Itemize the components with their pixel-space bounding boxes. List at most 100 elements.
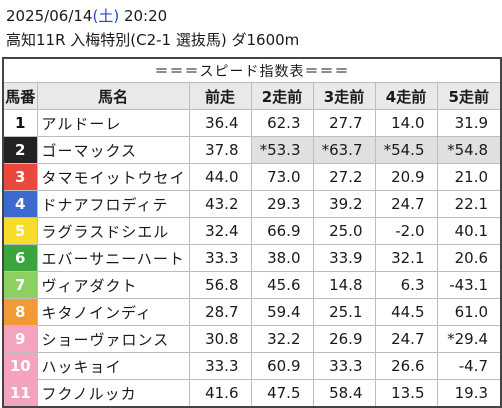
column-header-2ago: 2走前 [250,82,314,110]
speed-index-value: -43.1 [436,271,502,299]
table-body: 1 アルドーレ 36.4 62.3 27.7 14.0 31.9 2 ゴーマックス 37.8 *53… [2,109,502,408]
speed-index-value: 45.6 [250,271,314,299]
speed-index-value: 29.3 [250,190,314,218]
speed-index-value: 58.4 [312,379,376,408]
horse-name: フクノルッカ [36,379,190,408]
speed-index-value: -2.0 [374,217,438,245]
speed-index-value: 24.7 [374,190,438,218]
horse-number: 9 [2,325,38,353]
speed-index-value: 40.1 [436,217,502,245]
table-row: 3 タマモイットウセイ 44.0 73.0 27.2 20.9 21.0 [2,163,502,191]
speed-index-value: 25.1 [312,298,376,326]
horse-number: 2 [2,136,38,164]
speed-index-value: 33.3 [312,352,376,380]
horse-number: 6 [2,244,38,272]
speed-index-value: 38.0 [250,244,314,272]
speed-index-value: 25.0 [312,217,376,245]
speed-index-value: 32.1 [374,244,438,272]
table-row: 10 ハッキョイ 33.3 60.9 33.3 26.6 -4.7 [2,352,502,380]
table-row: 7 ヴィアダクト 56.8 45.6 14.8 6.3 -43.1 [2,271,502,299]
table-row: 1 アルドーレ 36.4 62.3 27.7 14.0 31.9 [2,109,502,137]
speed-index-value: 27.7 [312,109,376,137]
speed-index-value: 19.3 [436,379,502,408]
speed-index-value: 28.7 [188,298,252,326]
speed-index-value: *29.4 [436,325,502,353]
speed-index-value: 32.4 [188,217,252,245]
speed-index-value: 26.9 [312,325,376,353]
speed-index-value: 59.4 [250,298,314,326]
horse-number: 7 [2,271,38,299]
speed-index-value: 33.3 [188,352,252,380]
horse-number: 11 [2,379,38,408]
column-header-number: 馬番 [2,82,38,110]
horse-number: 4 [2,190,38,218]
speed-index-value: 22.1 [436,190,502,218]
table-row: 6 エバーサニーハート 33.3 38.0 33.9 32.1 20.6 [2,244,502,272]
speed-index-value: 37.8 [188,136,252,164]
horse-number: 3 [2,163,38,191]
race-day-of-week: (土) [92,7,120,25]
race-date: 2025/06/14 [6,7,93,25]
horse-name: キタノインディ [36,298,190,326]
speed-index-value: 14.0 [374,109,438,137]
table-row: 2 ゴーマックス 37.8 *53.3 *63.7 *54.5 *54.8 [2,136,502,164]
race-datetime: 2025/06/14(土) 20:20 [6,5,167,26]
speed-index-value: 21.0 [436,163,502,191]
column-header-3ago: 3走前 [312,82,376,110]
table-title: ＝＝＝スピード指数表＝＝＝ [2,57,502,83]
horse-name: ドナアフロディテ [36,190,190,218]
speed-index-value: 47.5 [250,379,314,408]
speed-index-value: 62.3 [250,109,314,137]
speed-index-value: 36.4 [188,109,252,137]
table-row: 9 ショーヴァロンス 30.8 32.2 26.9 24.7 *29.4 [2,325,502,353]
race-time: 20:20 [123,7,168,25]
speed-index-value: 44.0 [188,163,252,191]
speed-index-value: 66.9 [250,217,314,245]
speed-index-value: 43.2 [188,190,252,218]
speed-index-value: *54.5 [374,136,438,164]
race-title: 高知11R 入梅特別(C2-1 選抜馬) ダ1600m [6,31,300,49]
horse-number: 1 [2,109,38,137]
race-header: 2025/06/14(土) 20:20 高知11R 入梅特別(C2-1 選抜馬)… [0,0,502,58]
column-header-name: 馬名 [36,82,190,110]
table-row: 11 フクノルッカ 41.6 47.5 58.4 13.5 19.3 [2,379,502,408]
speed-index-value: 13.5 [374,379,438,408]
speed-index-value: 39.2 [312,190,376,218]
column-header-4ago: 4走前 [374,82,438,110]
table-title-row: ＝＝＝スピード指数表＝＝＝ [2,57,502,83]
horse-name: ハッキョイ [36,352,190,380]
speed-index-value: 24.7 [374,325,438,353]
speed-index-value: 60.9 [250,352,314,380]
speed-index-value: 20.6 [436,244,502,272]
horse-name: ヴィアダクト [36,271,190,299]
speed-index-value: 27.2 [312,163,376,191]
speed-index-value: 31.9 [436,109,502,137]
column-header-last: 前走 [188,82,252,110]
horse-name: タマモイットウセイ [36,163,190,191]
horse-name: アルドーレ [36,109,190,137]
speed-index-value: 73.0 [250,163,314,191]
column-header-5ago: 5走前 [436,82,502,110]
horse-name: ショーヴァロンス [36,325,190,353]
speed-index-value: 44.5 [374,298,438,326]
speed-index-value: *63.7 [312,136,376,164]
speed-index-value: *53.3 [250,136,314,164]
horse-number: 8 [2,298,38,326]
speed-index-value: 33.3 [188,244,252,272]
horse-name: ラグラスドシエル [36,217,190,245]
speed-index-value: 41.6 [188,379,252,408]
horse-number: 10 [2,352,38,380]
speed-index-value: 20.9 [374,163,438,191]
speed-index-value: 26.6 [374,352,438,380]
horse-number: 5 [2,217,38,245]
table-row: 8 キタノインディ 28.7 59.4 25.1 44.5 61.0 [2,298,502,326]
speed-index-value: 32.2 [250,325,314,353]
speed-index-value: 30.8 [188,325,252,353]
speed-index-value: 61.0 [436,298,502,326]
speed-index-value: 56.8 [188,271,252,299]
speed-index-table: ＝＝＝スピード指数表＝＝＝ 馬番 馬名 前走 2走前 3走前 4走前 5走前 1… [2,57,502,408]
horse-name: ゴーマックス [36,136,190,164]
speed-index-value: -4.7 [436,352,502,380]
table-row: 5 ラグラスドシエル 32.4 66.9 25.0 -2.0 40.1 [2,217,502,245]
speed-index-value: 6.3 [374,271,438,299]
